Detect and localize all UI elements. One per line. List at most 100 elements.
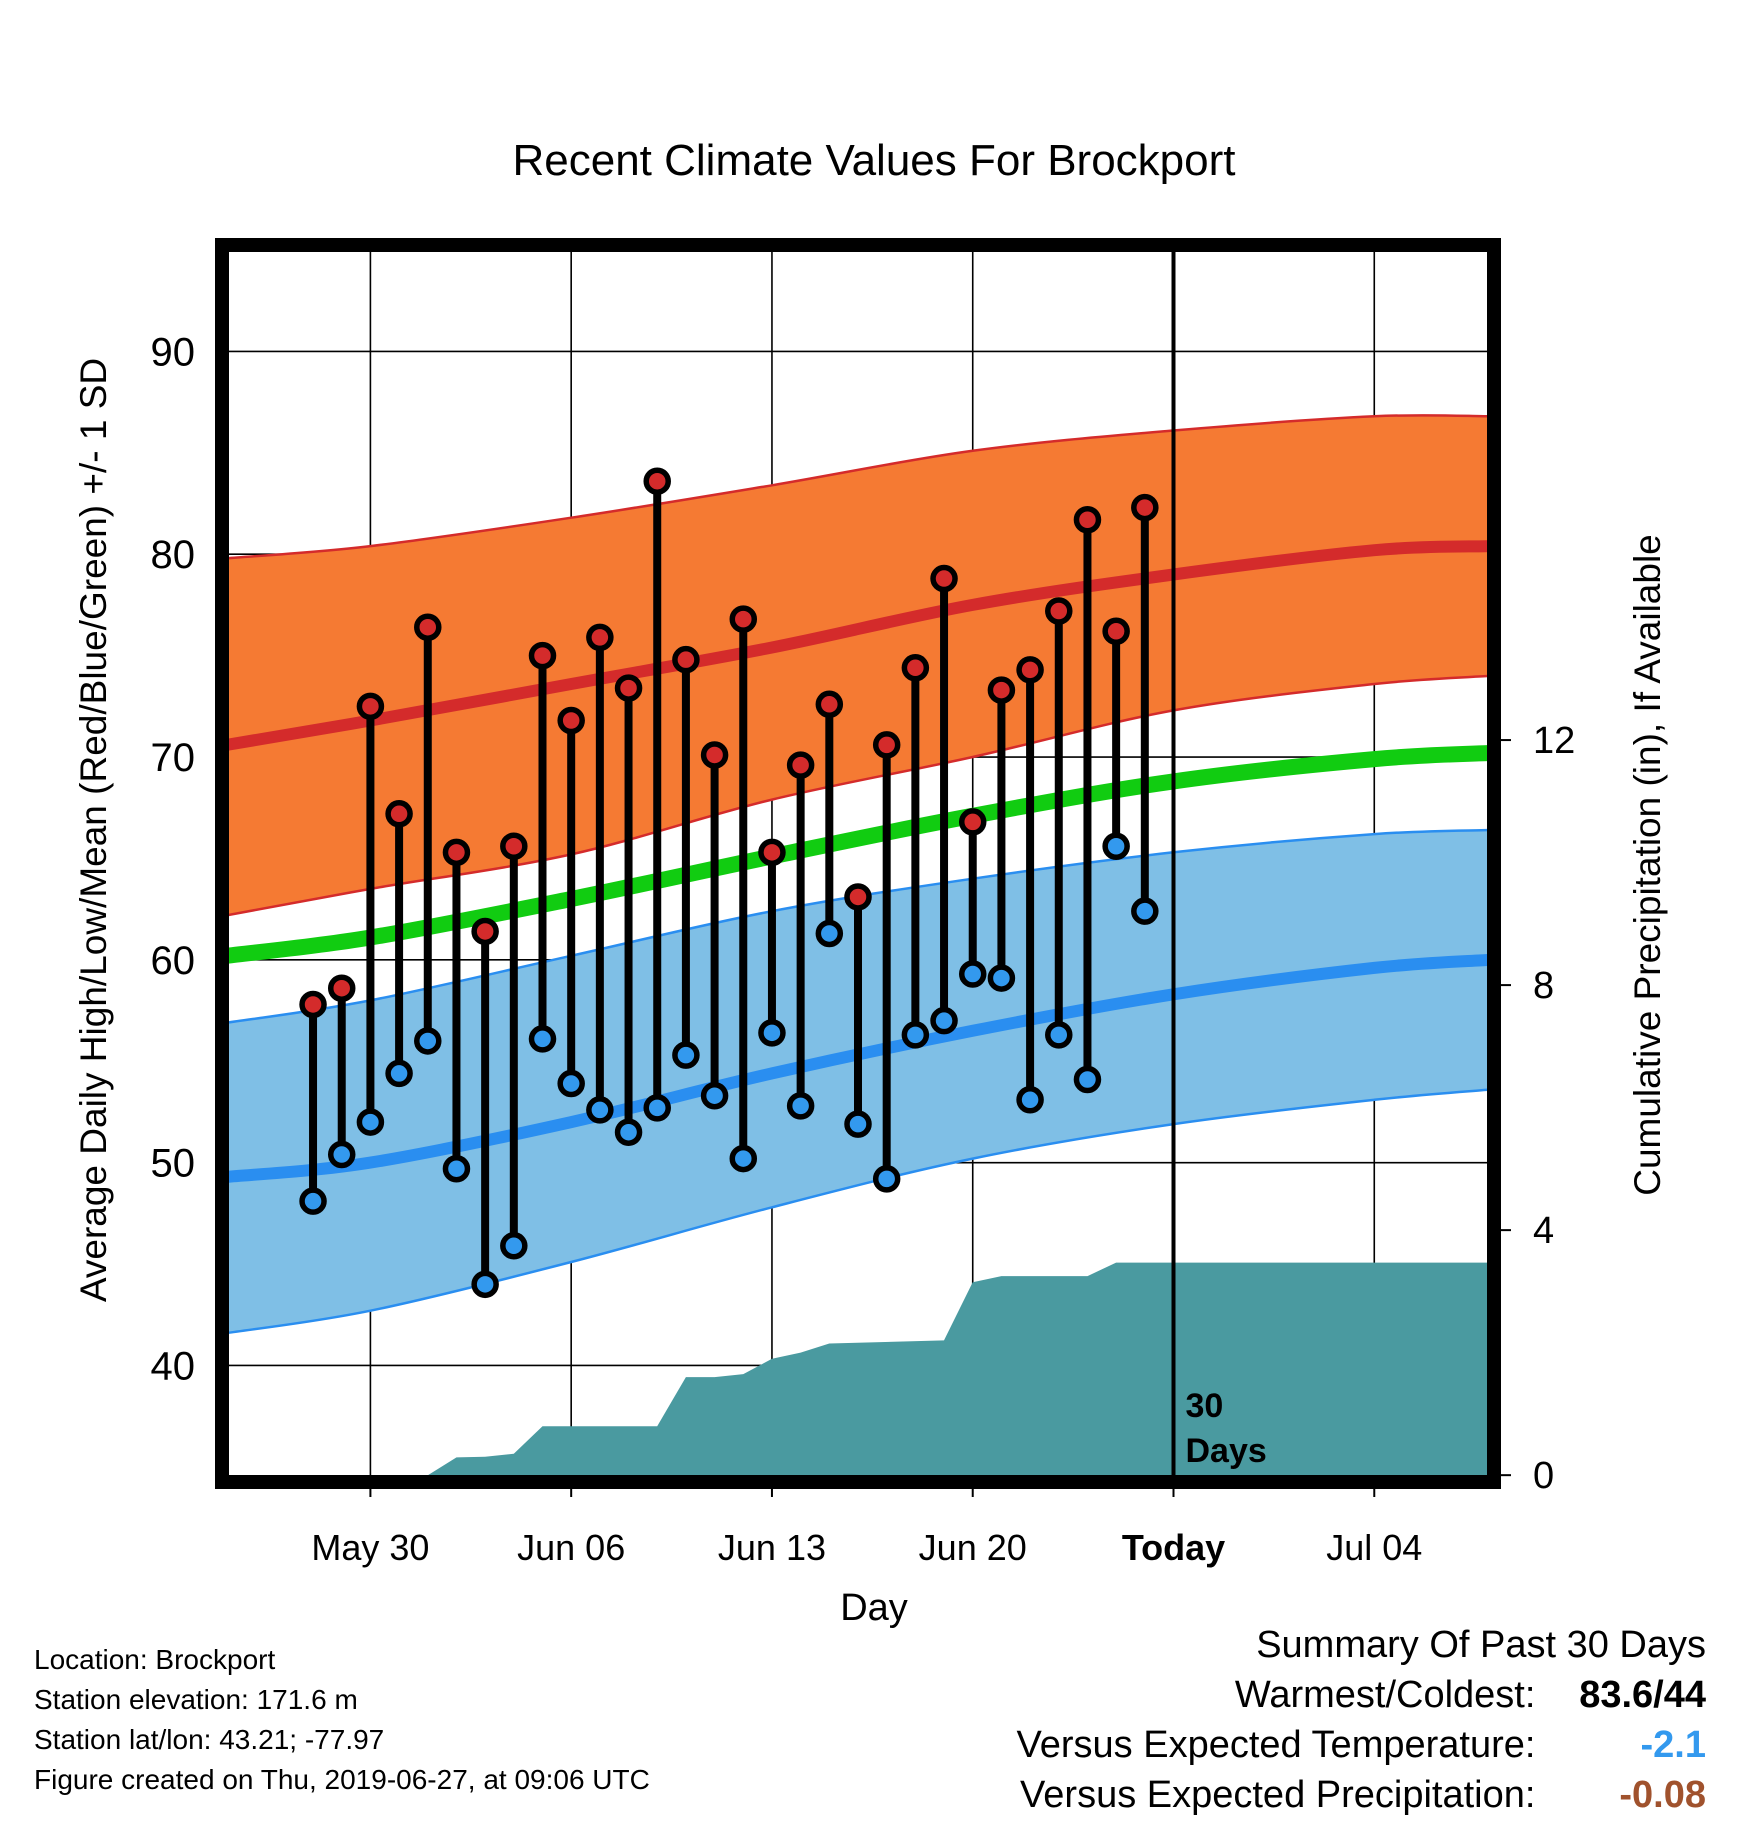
daily-low-point <box>844 1110 872 1138</box>
summary-heading: Summary Of Past 30 Days <box>1256 1624 1706 1666</box>
daily-low-point <box>700 1081 729 1110</box>
elevation-text: Station elevation: 171.6 m <box>34 1684 358 1715</box>
daily-low-point <box>987 964 1016 992</box>
daily-low-point <box>643 1094 671 1122</box>
y-tick-label: 70 <box>151 736 196 780</box>
precip-label: Versus Expected Precipitation: <box>1020 1774 1536 1816</box>
daily-high-point <box>901 654 930 682</box>
location-text: Location: Brockport <box>34 1644 276 1675</box>
daily-high-point <box>643 467 671 495</box>
daily-high-point <box>385 800 413 828</box>
summary-panel: Summary Of Past 30 Days Warmest/Coldest:… <box>1017 1620 1706 1820</box>
data-layer: 30 Days <box>227 250 1489 1477</box>
daily-high-point <box>700 741 729 769</box>
created-text: Figure created on Thu, 2019-06-27, at 09… <box>34 1764 650 1795</box>
plot-frame <box>215 238 1501 1489</box>
daily-high-point <box>500 832 528 861</box>
daily-high-point <box>414 613 442 641</box>
precip-value: -0.08 <box>1619 1774 1706 1816</box>
y2-tick-label: 8 <box>1533 965 1554 1007</box>
x-tick-label: Jul 04 <box>1326 1527 1422 1568</box>
y-axis-label: Average Daily High/Low/Mean (Red/Blue/Gr… <box>73 358 114 1302</box>
daily-low-point <box>557 1069 585 1098</box>
daily-low-point <box>815 919 844 948</box>
y-tick-label: 40 <box>151 1344 196 1388</box>
daily-low-point <box>414 1027 442 1055</box>
daily-high-point <box>614 674 643 702</box>
daily-low-point <box>614 1118 643 1146</box>
daily-high-point <box>958 808 987 836</box>
daily-high-point <box>930 564 958 593</box>
low-minus-sd-line <box>227 1088 1489 1335</box>
chart-title: Recent Climate Values For Brockport <box>512 136 1235 185</box>
y2-tick-label: 0 <box>1533 1455 1554 1497</box>
daily-low-point <box>930 1006 958 1035</box>
daily-low-point <box>1102 832 1130 861</box>
today-days-label-1: 30 <box>1186 1387 1224 1425</box>
daily-low-point <box>958 960 987 988</box>
daily-low-point <box>528 1025 557 1053</box>
daily-high-point <box>786 751 815 779</box>
daily-high-point <box>471 917 499 946</box>
y-tick-label: 50 <box>151 1142 196 1186</box>
plot-area: 30 Days 40 50 60 70 80 90 0 4 8 12 May 30 Jun 06 Jun 1… <box>151 238 1575 1568</box>
today-days-label-2: Days <box>1186 1432 1267 1470</box>
daily-low-point <box>385 1059 413 1088</box>
daily-low-point <box>901 1021 930 1049</box>
x-tick-label: Jun 06 <box>517 1527 625 1568</box>
precip-row: Versus Expected Precipitation: -0.08 <box>1017 1770 1706 1820</box>
daily-low-point <box>1016 1086 1044 1114</box>
daily-high-point <box>1016 656 1044 684</box>
latlon-text: Station lat/lon: 43.21; -77.97 <box>34 1724 385 1755</box>
daily-low-point <box>471 1270 499 1299</box>
warmest-label: Warmest/Coldest: <box>1234 1674 1536 1716</box>
daily-high-point <box>729 605 758 633</box>
x-tick-label: Today <box>1122 1527 1225 1568</box>
daily-high-point <box>528 641 557 670</box>
daily-low-point <box>758 1019 786 1047</box>
daily-high-point <box>1102 617 1130 646</box>
daily-high-point <box>442 838 471 867</box>
daily-high-point <box>1045 597 1073 625</box>
daily-high-point <box>672 645 700 674</box>
daily-high-point <box>557 706 585 735</box>
y2-tick-label: 4 <box>1533 1210 1554 1252</box>
warmest-value: 83.6/44 <box>1579 1674 1706 1716</box>
warmest-row: Warmest/Coldest: 83.6/44 <box>1017 1670 1706 1720</box>
daily-high-point <box>758 838 786 867</box>
high-minus-sd-line <box>227 674 1489 917</box>
temp-row: Versus Expected Temperature: -2.1 <box>1017 1720 1706 1770</box>
daily-high-point <box>1131 493 1159 522</box>
temp-label: Versus Expected Temperature: <box>1016 1724 1536 1766</box>
x-axis-label: Day <box>840 1587 908 1629</box>
daily-high-point <box>327 974 356 1002</box>
x-tick-label: Jun 13 <box>718 1527 826 1568</box>
y-tick-label: 80 <box>151 533 196 577</box>
daily-low-point <box>500 1232 528 1260</box>
y2-axis-label: Cumulative Precipitation (in), If Availa… <box>1627 534 1668 1196</box>
y2-tick-label: 12 <box>1533 720 1575 762</box>
daily-low-point <box>586 1096 614 1124</box>
daily-low-point <box>672 1041 700 1069</box>
daily-low-point <box>786 1092 815 1120</box>
y-tick-label: 90 <box>151 330 196 374</box>
y-tick-label: 60 <box>151 939 196 983</box>
x-tick-label: May 30 <box>311 1527 429 1568</box>
high-mean-line <box>227 540 1489 751</box>
daily-high-point <box>872 731 901 759</box>
daily-low-point <box>442 1154 471 1183</box>
daily-low-point <box>327 1140 356 1169</box>
daily-low-point <box>872 1165 901 1193</box>
daily-high-point <box>356 692 385 721</box>
daily-high-point <box>815 690 844 719</box>
daily-high-point <box>1073 505 1102 534</box>
daily-low-point <box>1045 1021 1073 1049</box>
avg-mean-line <box>227 745 1489 964</box>
daily-high-point <box>586 623 614 652</box>
daily-low-point <box>1073 1065 1102 1094</box>
high-plus-sd-line <box>227 413 1489 560</box>
daily-high-point <box>844 883 872 911</box>
x-tick-label: Jun 20 <box>919 1527 1027 1568</box>
daily-low-point <box>299 1187 327 1215</box>
